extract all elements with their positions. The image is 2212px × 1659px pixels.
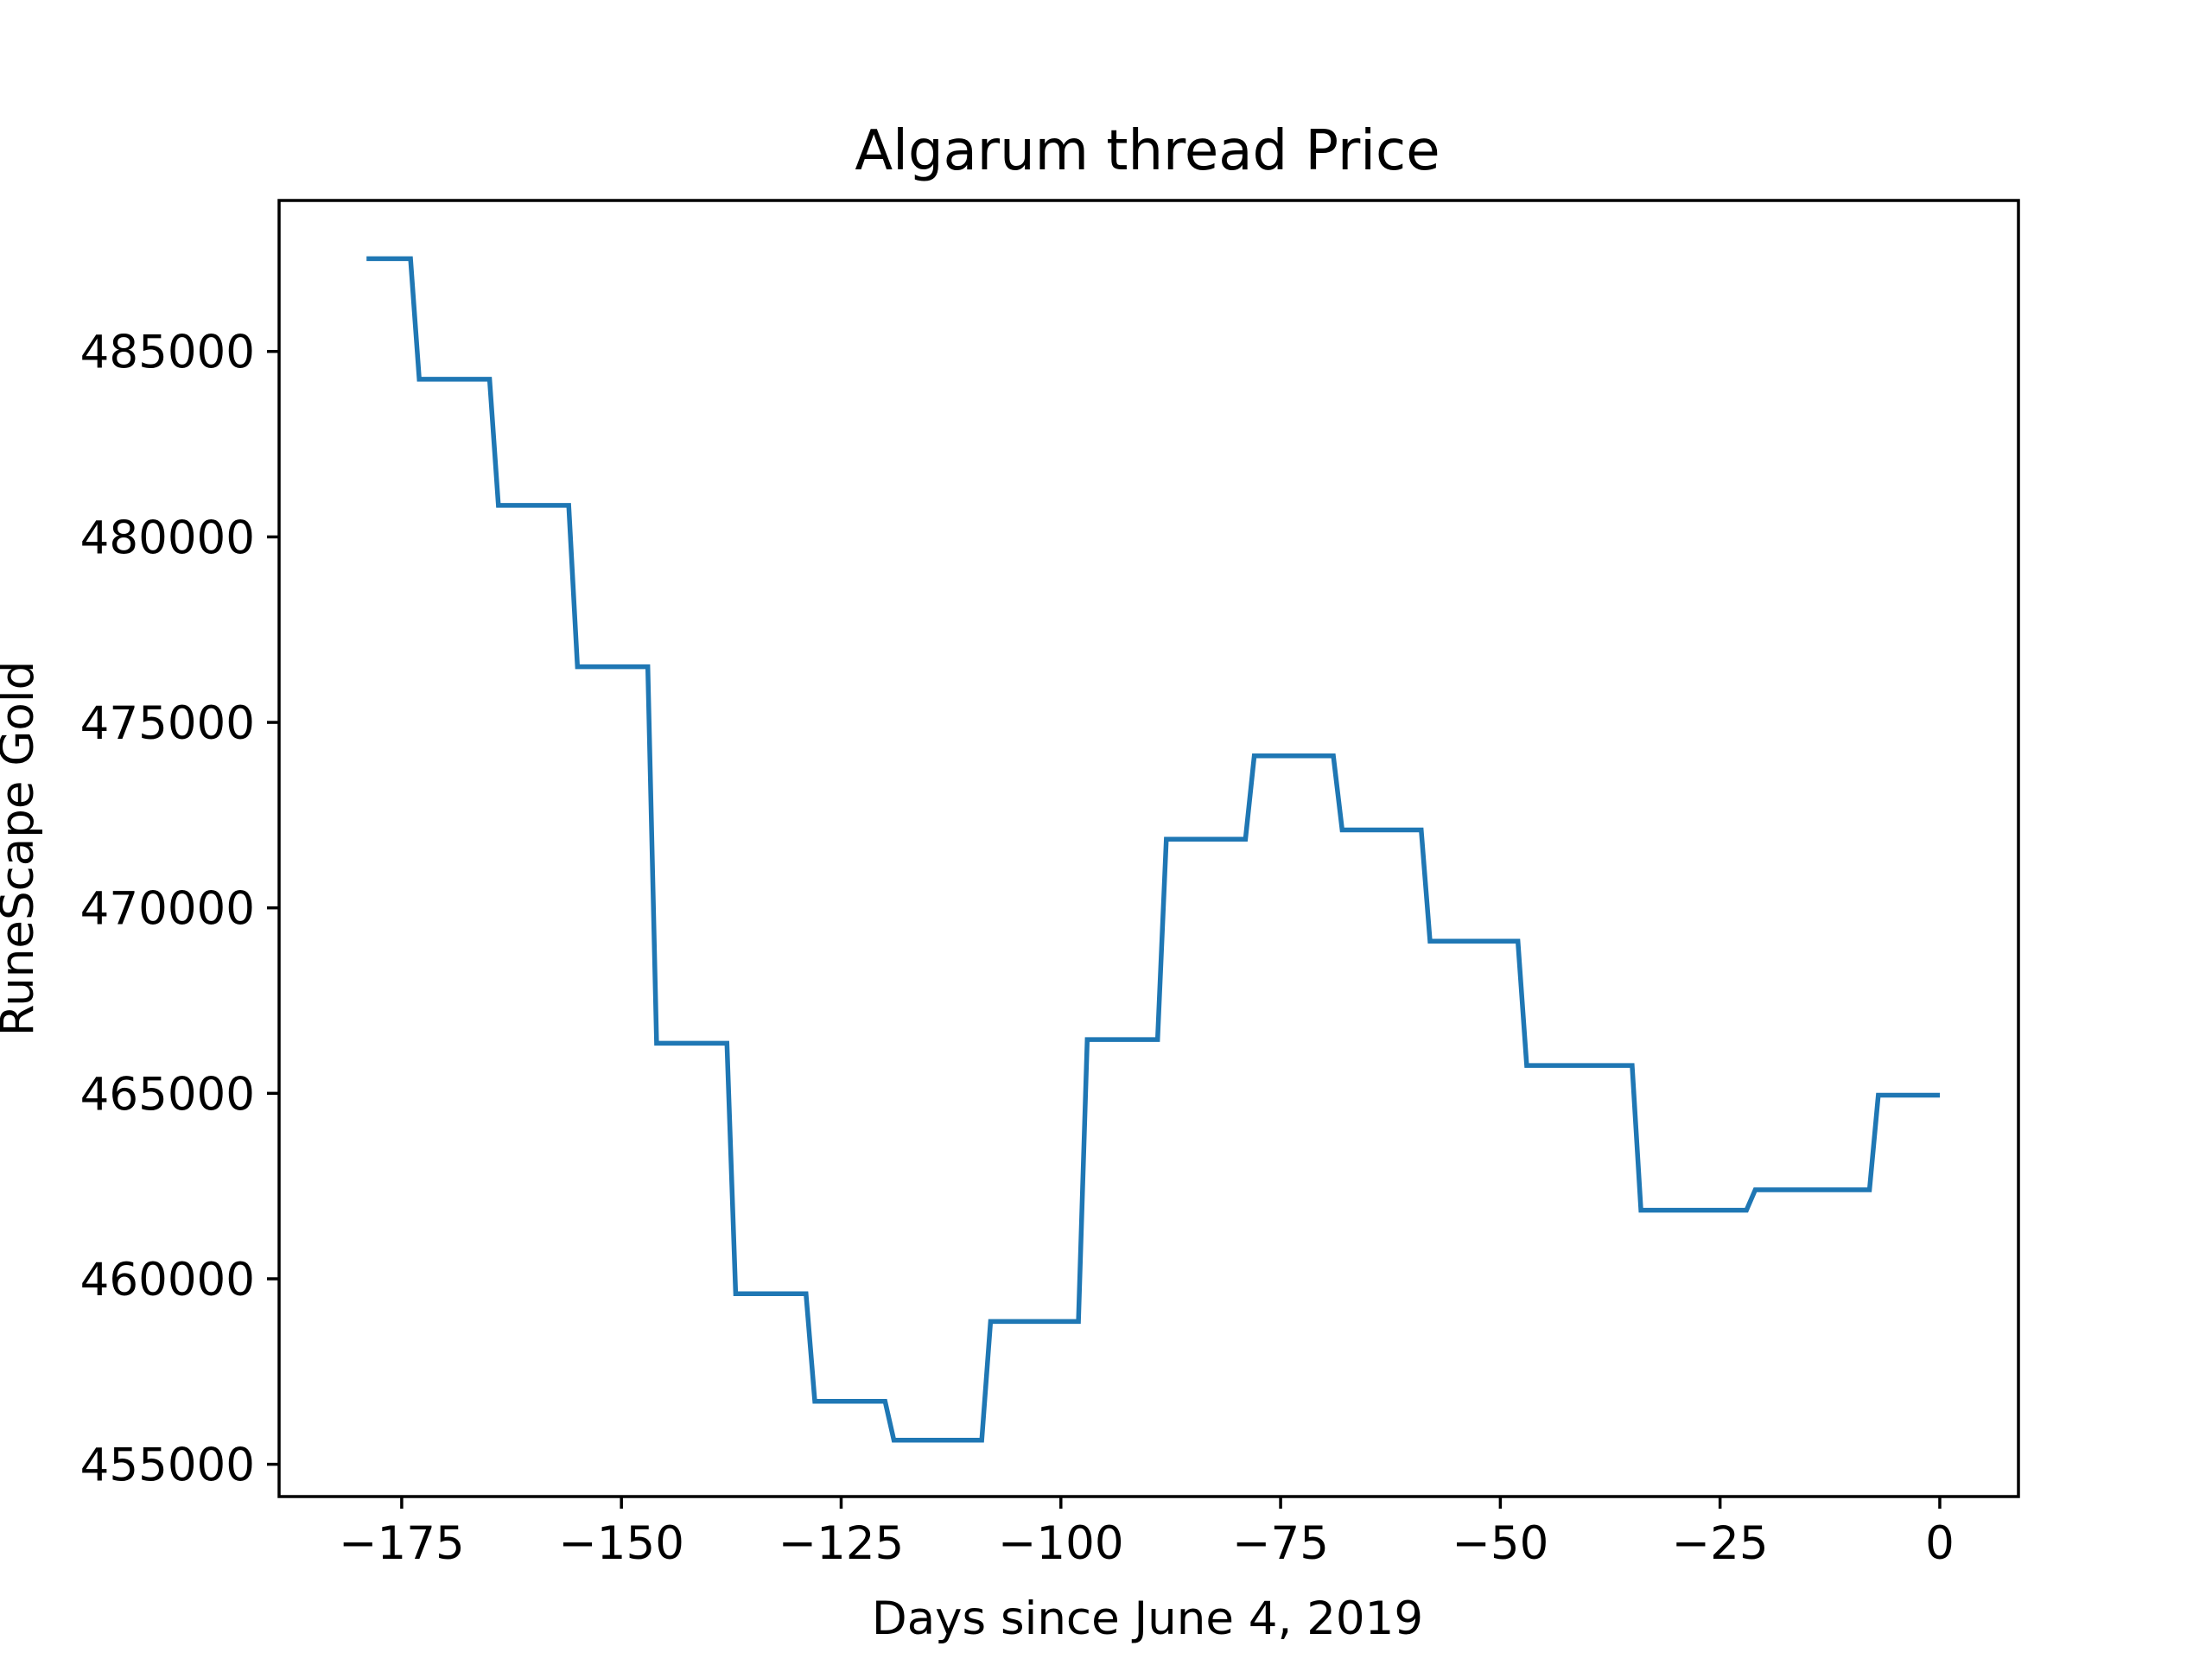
y-tick-label: 475000 [80, 697, 255, 750]
x-tick-label: −25 [1672, 1517, 1769, 1570]
y-tick-label: 485000 [80, 327, 255, 379]
x-tick-label: −125 [779, 1517, 905, 1570]
series-line-0 [366, 256, 1940, 1443]
y-tick-label: 480000 [80, 512, 255, 564]
y-tick-label: 460000 [80, 1254, 255, 1306]
y-tick-label: 465000 [80, 1068, 255, 1121]
y-axis: 455000 460000 465000 470000 475000 480000 4850… [80, 327, 279, 1492]
y-axis-label: RuneScape Gold [0, 661, 44, 1036]
plot-frame [277, 199, 2020, 1498]
x-tick-label: −150 [558, 1517, 684, 1570]
y-tick-label: 470000 [80, 883, 255, 936]
x-tick-label: −175 [339, 1517, 465, 1570]
x-tick-label: −50 [1452, 1517, 1548, 1570]
chart-title: Algarum thread Price [855, 119, 1440, 183]
x-axis: −175 −150 −125 −100 −75 −50 −25 0 [339, 1497, 1955, 1570]
y-tick-label: 455000 [80, 1440, 255, 1492]
series-layer [366, 256, 1940, 1443]
x-tick-label: −75 [1232, 1517, 1329, 1570]
x-tick-label: 0 [1925, 1517, 1955, 1570]
x-tick-label: −100 [998, 1517, 1124, 1570]
x-axis-label: Days since June 4, 2019 [872, 1592, 1423, 1645]
